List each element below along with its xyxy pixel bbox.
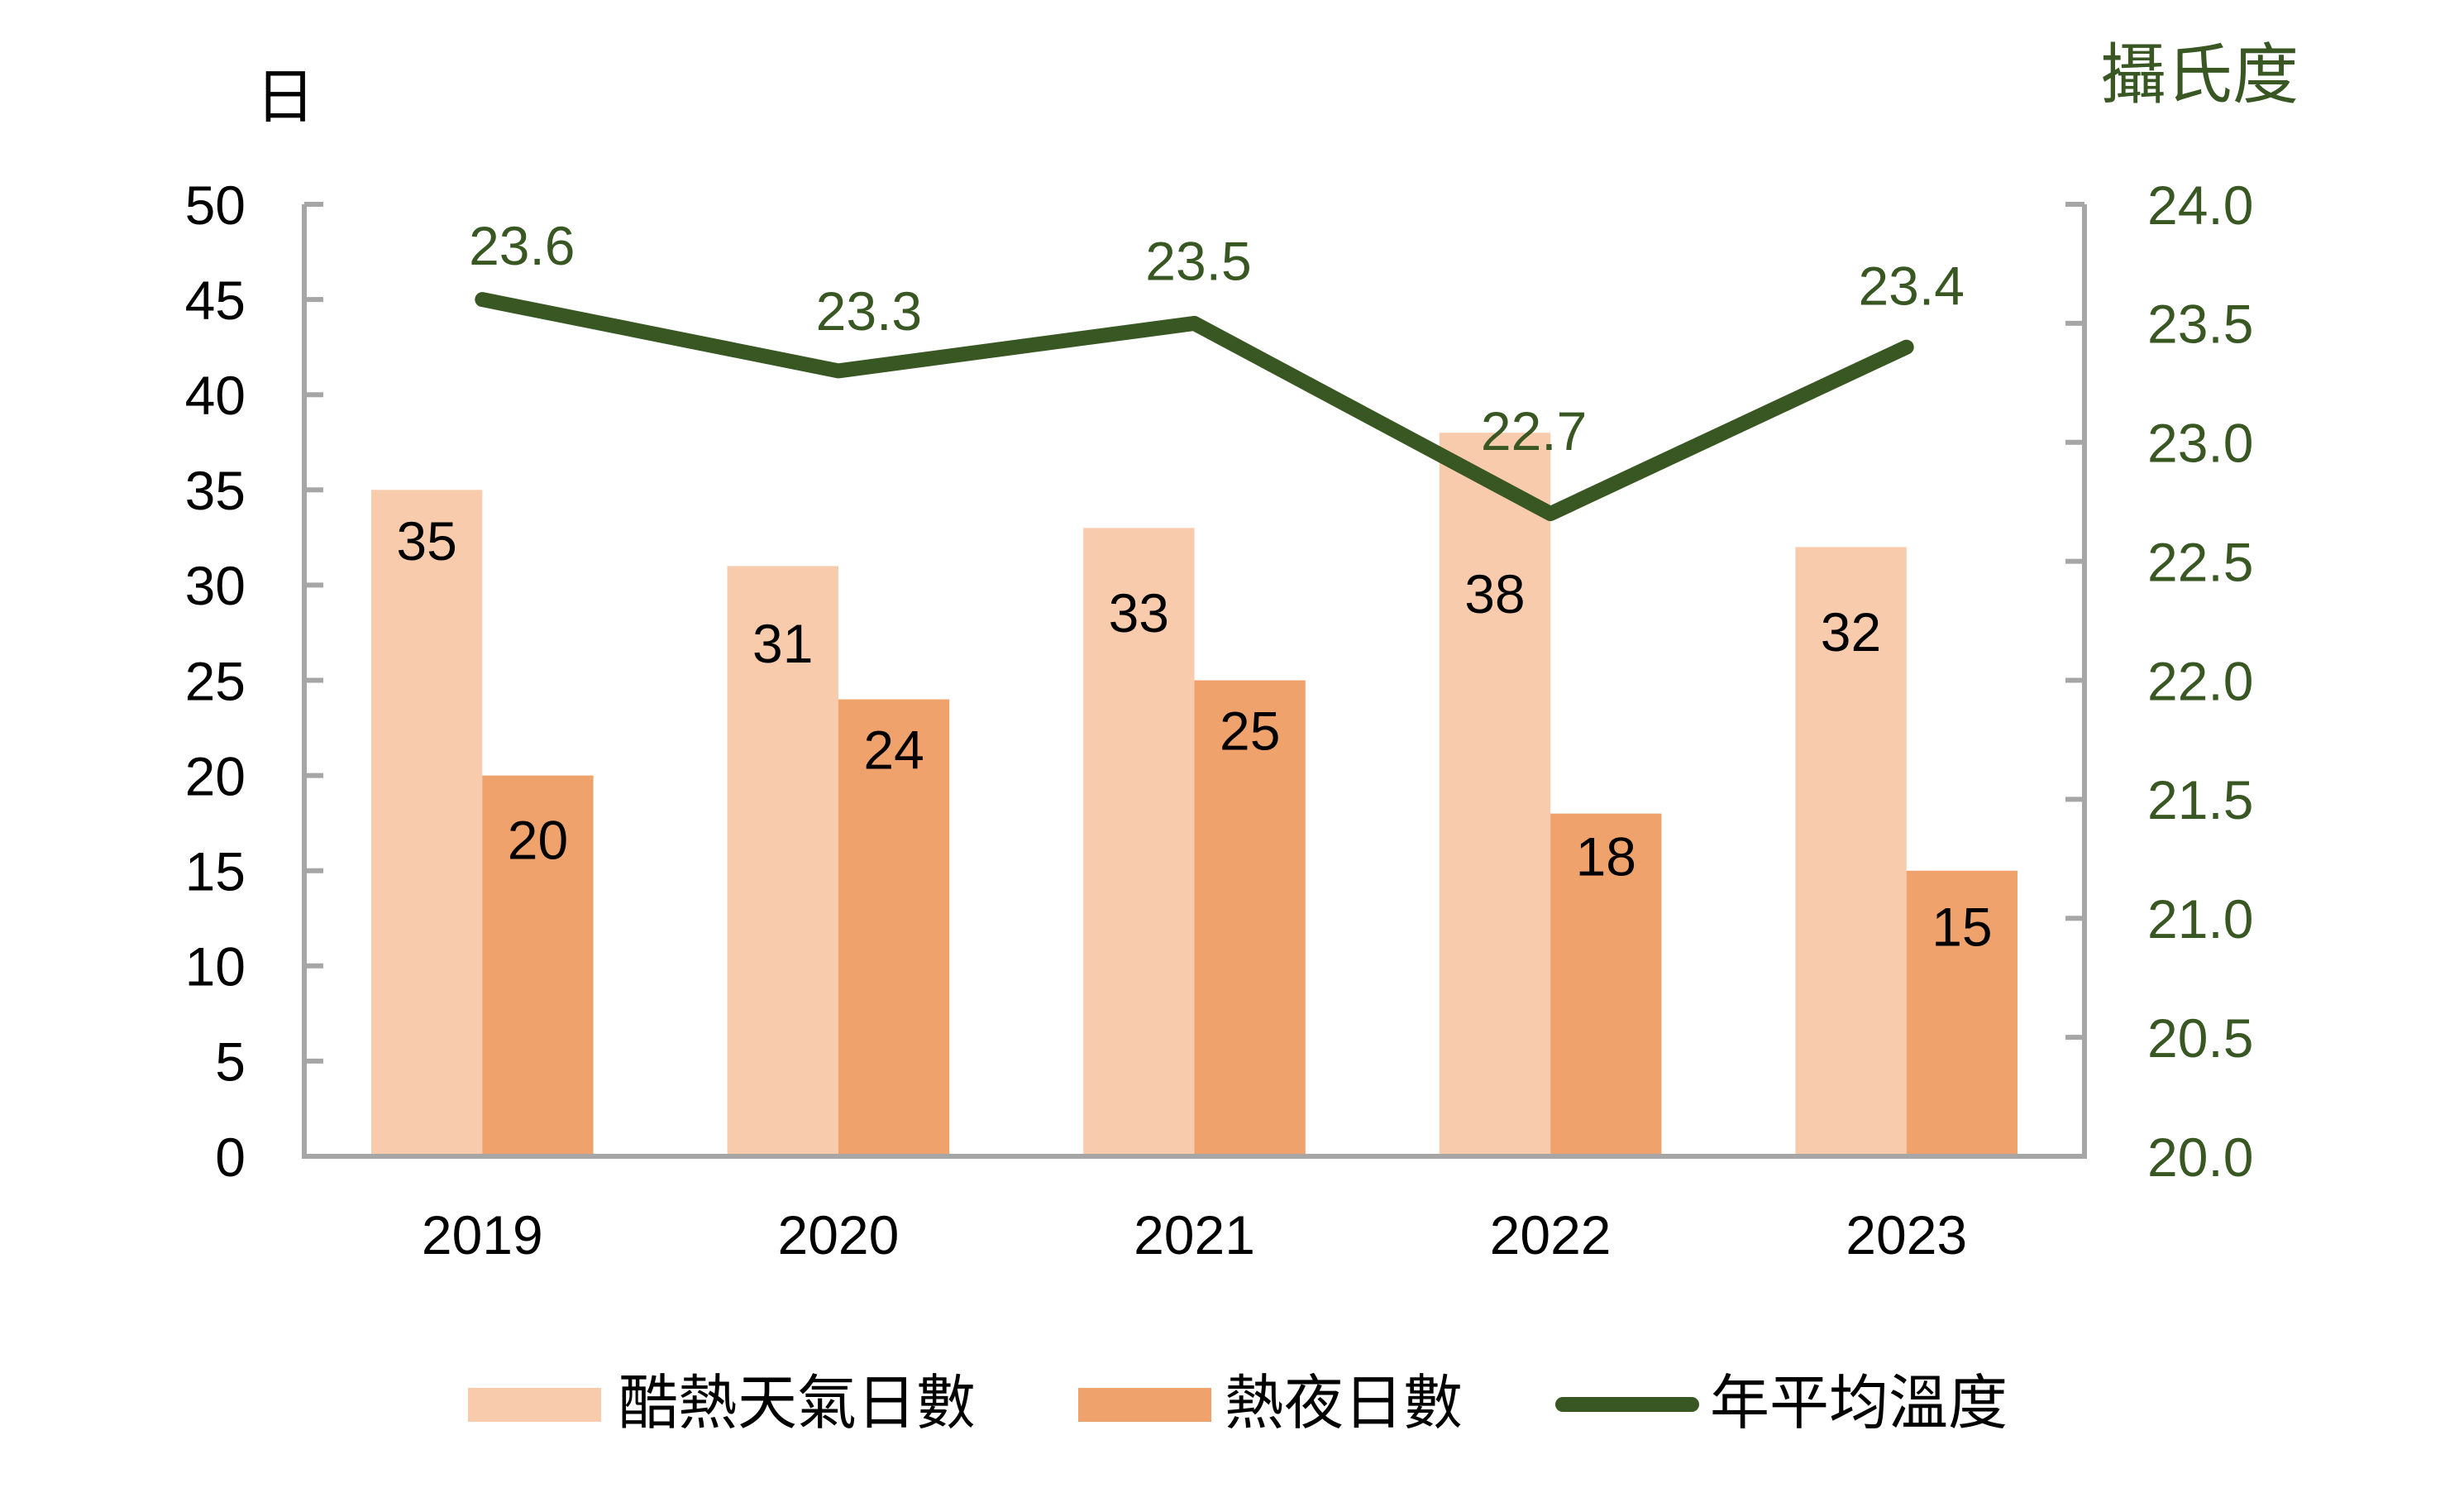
line-data-label: 23.6: [469, 215, 575, 276]
bar-data-label: 32: [1821, 601, 1881, 663]
left-axis-tick-label: 40: [185, 365, 246, 426]
line-series: 23.6 23.3 23.5 22.7 23.4: [469, 215, 1965, 522]
bar-data-label: 33: [1109, 582, 1169, 643]
x-axis-category-label: 2019: [422, 1204, 543, 1265]
bar-data-label: 35: [396, 510, 456, 572]
bar-2023-series-1: [1795, 547, 1907, 1156]
line-annual-mean-temperature: [475, 292, 1914, 522]
right-axis-tick-label: 24.0: [2147, 175, 2253, 236]
bar-series-1: 35 31 33 38 32: [371, 433, 1907, 1156]
bar-data-label: 18: [1576, 825, 1636, 887]
legend-item: 熱夜日數: [1078, 1368, 1463, 1438]
bar-data-label: 25: [1220, 700, 1280, 761]
left-axis-tick-label: 20: [185, 745, 246, 806]
bar-2019-series-2: [482, 775, 594, 1156]
bar-data-label: 20: [508, 809, 568, 870]
legend-label: 熱夜日數: [1225, 1368, 1463, 1438]
bar-data-label: 15: [1932, 897, 1992, 958]
legend-item: 酷熱天氣日數: [468, 1368, 976, 1438]
right-axis-tick-label: 22.5: [2147, 531, 2253, 592]
left-axis-tick-label: 35: [185, 460, 246, 521]
left-axis-tick-label: 25: [185, 650, 246, 711]
line-data-label: 22.7: [1481, 400, 1587, 462]
legend-swatch: [468, 1388, 601, 1422]
bar-2021-series-1: [1083, 528, 1195, 1156]
bar-2023-series-2: [1906, 870, 2018, 1156]
left-axis-tick-label: 45: [185, 270, 246, 331]
left-axis-title: 日: [255, 62, 315, 132]
bar-data-label: 31: [752, 613, 813, 674]
legend-swatch: [1078, 1388, 1211, 1422]
left-axis-tick-label: 15: [185, 840, 246, 902]
bar-2022-series-2: [1550, 813, 1662, 1156]
bar-2020-series-1: [727, 566, 838, 1156]
line-data-label: 23.4: [1858, 255, 1964, 316]
right-axis-title: 攝氏度: [2100, 36, 2299, 113]
right-axis-tick-label: 23.0: [2147, 413, 2253, 474]
right-axis-tick-label: 21.5: [2147, 769, 2253, 830]
legend-item: 年平均溫度: [1555, 1368, 2008, 1438]
x-axis-category-label: 2020: [777, 1204, 899, 1265]
left-axis-tick-label: 0: [215, 1127, 246, 1188]
left-axis-tick-label: 30: [185, 555, 246, 616]
axes: 0 5 10 15 20 25 30 35 40 45 50 20.0 20.5 21.0 21.5 22.0…: [185, 36, 2299, 1265]
bar-data-label: 24: [863, 719, 924, 780]
right-axis-tick-label: 23.5: [2147, 294, 2253, 355]
bar-2019-series-1: [371, 490, 483, 1156]
right-axis-tick-label: 21.0: [2147, 888, 2253, 950]
x-axis-category-label: 2021: [1134, 1204, 1255, 1265]
bar-series-2: 20 24 25 18 15: [482, 680, 2018, 1156]
right-axis-tick-label: 20.0: [2147, 1127, 2253, 1188]
x-axis-category-label: 2023: [1846, 1204, 1967, 1265]
line-data-label: 23.5: [1145, 231, 1251, 292]
bar-2021-series-2: [1194, 680, 1306, 1156]
left-axis-tick-label: 50: [185, 175, 246, 236]
legend: 酷熱天氣日數 熱夜日數 年平均溫度: [468, 1368, 2008, 1438]
line-data-label: 23.3: [816, 280, 922, 342]
bar-2022-series-1: [1439, 433, 1551, 1156]
right-axis-tick-label: 20.5: [2147, 1007, 2253, 1069]
right-axis-tick-label: 22.0: [2147, 650, 2253, 711]
legend-label: 酷熱天氣日數: [618, 1368, 976, 1438]
left-axis-tick-label: 5: [215, 1031, 246, 1093]
x-axis-category-label: 2022: [1490, 1204, 1612, 1265]
bar-2020-series-2: [838, 699, 950, 1156]
legend-label: 年平均溫度: [1710, 1368, 2008, 1438]
bar-data-label: 38: [1464, 563, 1525, 624]
left-axis-tick-label: 10: [185, 936, 246, 997]
